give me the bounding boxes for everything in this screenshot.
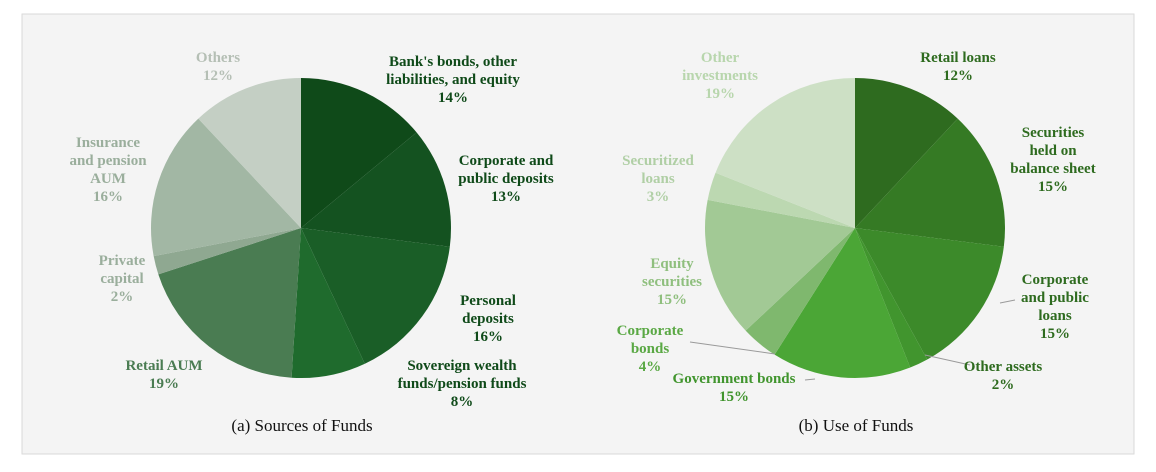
slice-label-personal-deposits: Personal deposits 16% [460,293,516,345]
slice-label-line: loans [1038,308,1072,324]
slice-label-line: Sovereign wealth [407,358,517,374]
slice-label-line: Corporate and [459,153,554,169]
slice-label-line: Securitized [622,153,694,169]
slice-label-line: Corporate [1022,272,1089,288]
slice-label-line: Others [196,50,240,66]
pie-slice-sovereign-wealth-funds-pension-funds [291,228,365,378]
slice-label-line: Retail loans [920,50,996,66]
slice-percent: 3% [647,189,670,205]
slice-label-line: balance sheet [1010,161,1095,177]
pie-slice-retail-loans [855,78,958,228]
slice-label-corporate-bonds: Corporate bonds 4% [617,323,684,375]
slice-percent: 12% [943,68,973,84]
pie-chart-use-of-funds [705,78,1005,378]
slice-percent: 15% [1040,326,1070,342]
slice-label-others: Others 12% [196,50,240,84]
pie-slice-securities-held-on-balance-sheet [855,118,1005,247]
slice-percent: 2% [992,377,1015,393]
slice-percent: 8% [451,394,474,410]
caption-use-of-funds: (b) Use of Funds [799,416,914,435]
labels-sources-of-funds: Bank's bonds, other liabilities, and equi… [69,50,554,410]
caption-sources-of-funds: (a) Sources of Funds [231,416,372,435]
slice-label-line: Bank's bonds, other [389,54,517,70]
slice-label-retail-aum: Retail AUM 19% [125,358,202,392]
slice-label-private-capital: Private capital 2% [99,253,146,305]
slice-label-securities-held-on-balance-sheet: Securities held on balance sheet 15% [1010,125,1095,195]
labels-use-of-funds: Retail loans 12% Securities held on balance … [617,50,1096,405]
slice-label-sovereign-wealth-funds-pension-funds: Sovereign wealth funds/pension funds 8% [398,358,527,410]
slice-label-line: loans [641,171,675,187]
slice-label-line: capital [100,271,143,287]
slice-percent: 16% [473,329,503,345]
pie-slice-corporate-and-public-loans [855,228,1004,360]
slice-label-line: AUM [90,171,126,187]
slice-percent: 4% [639,359,662,375]
slice-label-line: Other [701,50,740,66]
leader-line-government-bonds [804,378,816,381]
slice-label-equity-securities: Equity securities 15% [642,256,702,308]
slice-label-corporate-and-public-deposits: Corporate and public deposits 13% [458,153,554,205]
pie-slice-personal-deposits [301,228,450,364]
slice-label-corporate-and-public-loans: Corporate and public loans 15% [1021,272,1089,342]
pie-slice-corporate-bonds [745,228,855,355]
pie-slice-retail-aum [158,228,301,378]
pie-slice-equity-securities [705,199,855,331]
slice-label-retail-loans: Retail loans 12% [920,50,996,84]
slice-label-line: funds/pension funds [398,376,527,392]
slice-label-line: Personal [460,293,516,309]
slice-label-other-assets: Other assets 2% [964,359,1043,393]
slice-percent: 15% [719,389,749,405]
pie-slice-private-capital [153,228,301,275]
slice-label-line: Other assets [964,359,1043,375]
slice-percent: 15% [1038,179,1068,195]
slice-label-line: Securities [1022,125,1085,141]
slice-percent: 12% [203,68,233,84]
leader-line-corporate-bonds [689,341,776,355]
pie-slice-others [198,78,301,228]
leader-line-other-assets [924,354,971,366]
slice-label-line: Private [99,253,146,269]
slice-percent: 15% [657,292,687,308]
leader-line-corporate-and-public-loans [999,299,1016,304]
slice-label-line: Retail AUM [125,358,202,374]
slice-label-line: public deposits [458,171,554,187]
slice-label-securitized-loans: Securitized loans 3% [622,153,694,205]
slice-label-line: and public [1021,290,1089,306]
slice-label-bank-s-bonds-other-liabilities-and-equity: Bank's bonds, other liabilities, and equi… [386,54,520,106]
slice-label-line: and pension [69,153,147,169]
slice-percent: 13% [491,189,521,205]
slice-percent: 14% [438,90,468,106]
slice-percent: 19% [149,376,179,392]
slice-label-line: investments [682,68,758,84]
pie-slice-securitized-loans [707,172,855,228]
pie-slice-insurance-and-pension-aum [151,118,301,257]
slice-label-line: securities [642,274,702,290]
slice-percent: 16% [93,189,123,205]
slice-label-insurance-and-pension-aum: Insurance and pension AUM 16% [69,135,147,205]
pie-slice-other-investments [715,78,855,228]
pie-slice-government-bonds [774,228,911,378]
slice-label-line: deposits [462,311,514,327]
slice-label-line: Equity [650,256,694,272]
slice-label-government-bonds: Government bonds 15% [673,371,796,405]
slice-label-line: Corporate [617,323,684,339]
leader-lines-use-of-funds [689,299,1016,381]
slice-label-other-investments: Other investments 19% [682,50,758,102]
pie-slice-corporate-and-public-deposits [301,132,451,247]
slice-label-line: bonds [631,341,670,357]
slice-label-line: liabilities, and equity [386,72,520,88]
slice-label-line: Government bonds [673,371,796,387]
slice-percent: 19% [705,86,735,102]
slice-percent: 2% [111,289,134,305]
slice-label-line: held on [1029,143,1077,159]
pie-slice-bank-s-bonds-other-liabilities-and-equity [301,78,417,228]
pie-chart-sources-of-funds [151,78,451,378]
slice-label-line: Insurance [76,135,141,151]
pie-slice-other-assets [855,228,928,368]
